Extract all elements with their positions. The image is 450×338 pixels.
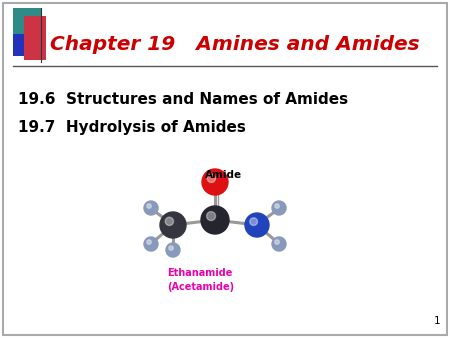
Circle shape (275, 204, 279, 208)
Circle shape (169, 246, 173, 250)
Circle shape (147, 240, 151, 244)
Circle shape (275, 240, 279, 244)
Circle shape (165, 217, 174, 225)
Circle shape (207, 174, 216, 183)
Text: 1: 1 (433, 316, 440, 326)
Circle shape (207, 212, 216, 221)
Text: Amide: Amide (205, 170, 242, 180)
Circle shape (272, 237, 286, 251)
Circle shape (166, 243, 180, 257)
Bar (13, 34, 35, 56)
Circle shape (144, 237, 158, 251)
Circle shape (144, 201, 158, 215)
Circle shape (202, 169, 228, 195)
Circle shape (147, 204, 151, 208)
Circle shape (245, 213, 269, 237)
Text: Ethanamide
(Acetamide): Ethanamide (Acetamide) (167, 268, 234, 292)
Bar (24, 16, 46, 60)
Circle shape (250, 218, 257, 225)
Circle shape (201, 206, 229, 234)
Text: Chapter 19   Amines and Amides: Chapter 19 Amines and Amides (50, 35, 419, 54)
Circle shape (160, 212, 186, 238)
Circle shape (272, 201, 286, 215)
Text: 19.7  Hydrolysis of Amides: 19.7 Hydrolysis of Amides (18, 120, 246, 135)
Bar (13, 8, 41, 36)
Text: 19.6  Structures and Names of Amides: 19.6 Structures and Names of Amides (18, 92, 348, 107)
